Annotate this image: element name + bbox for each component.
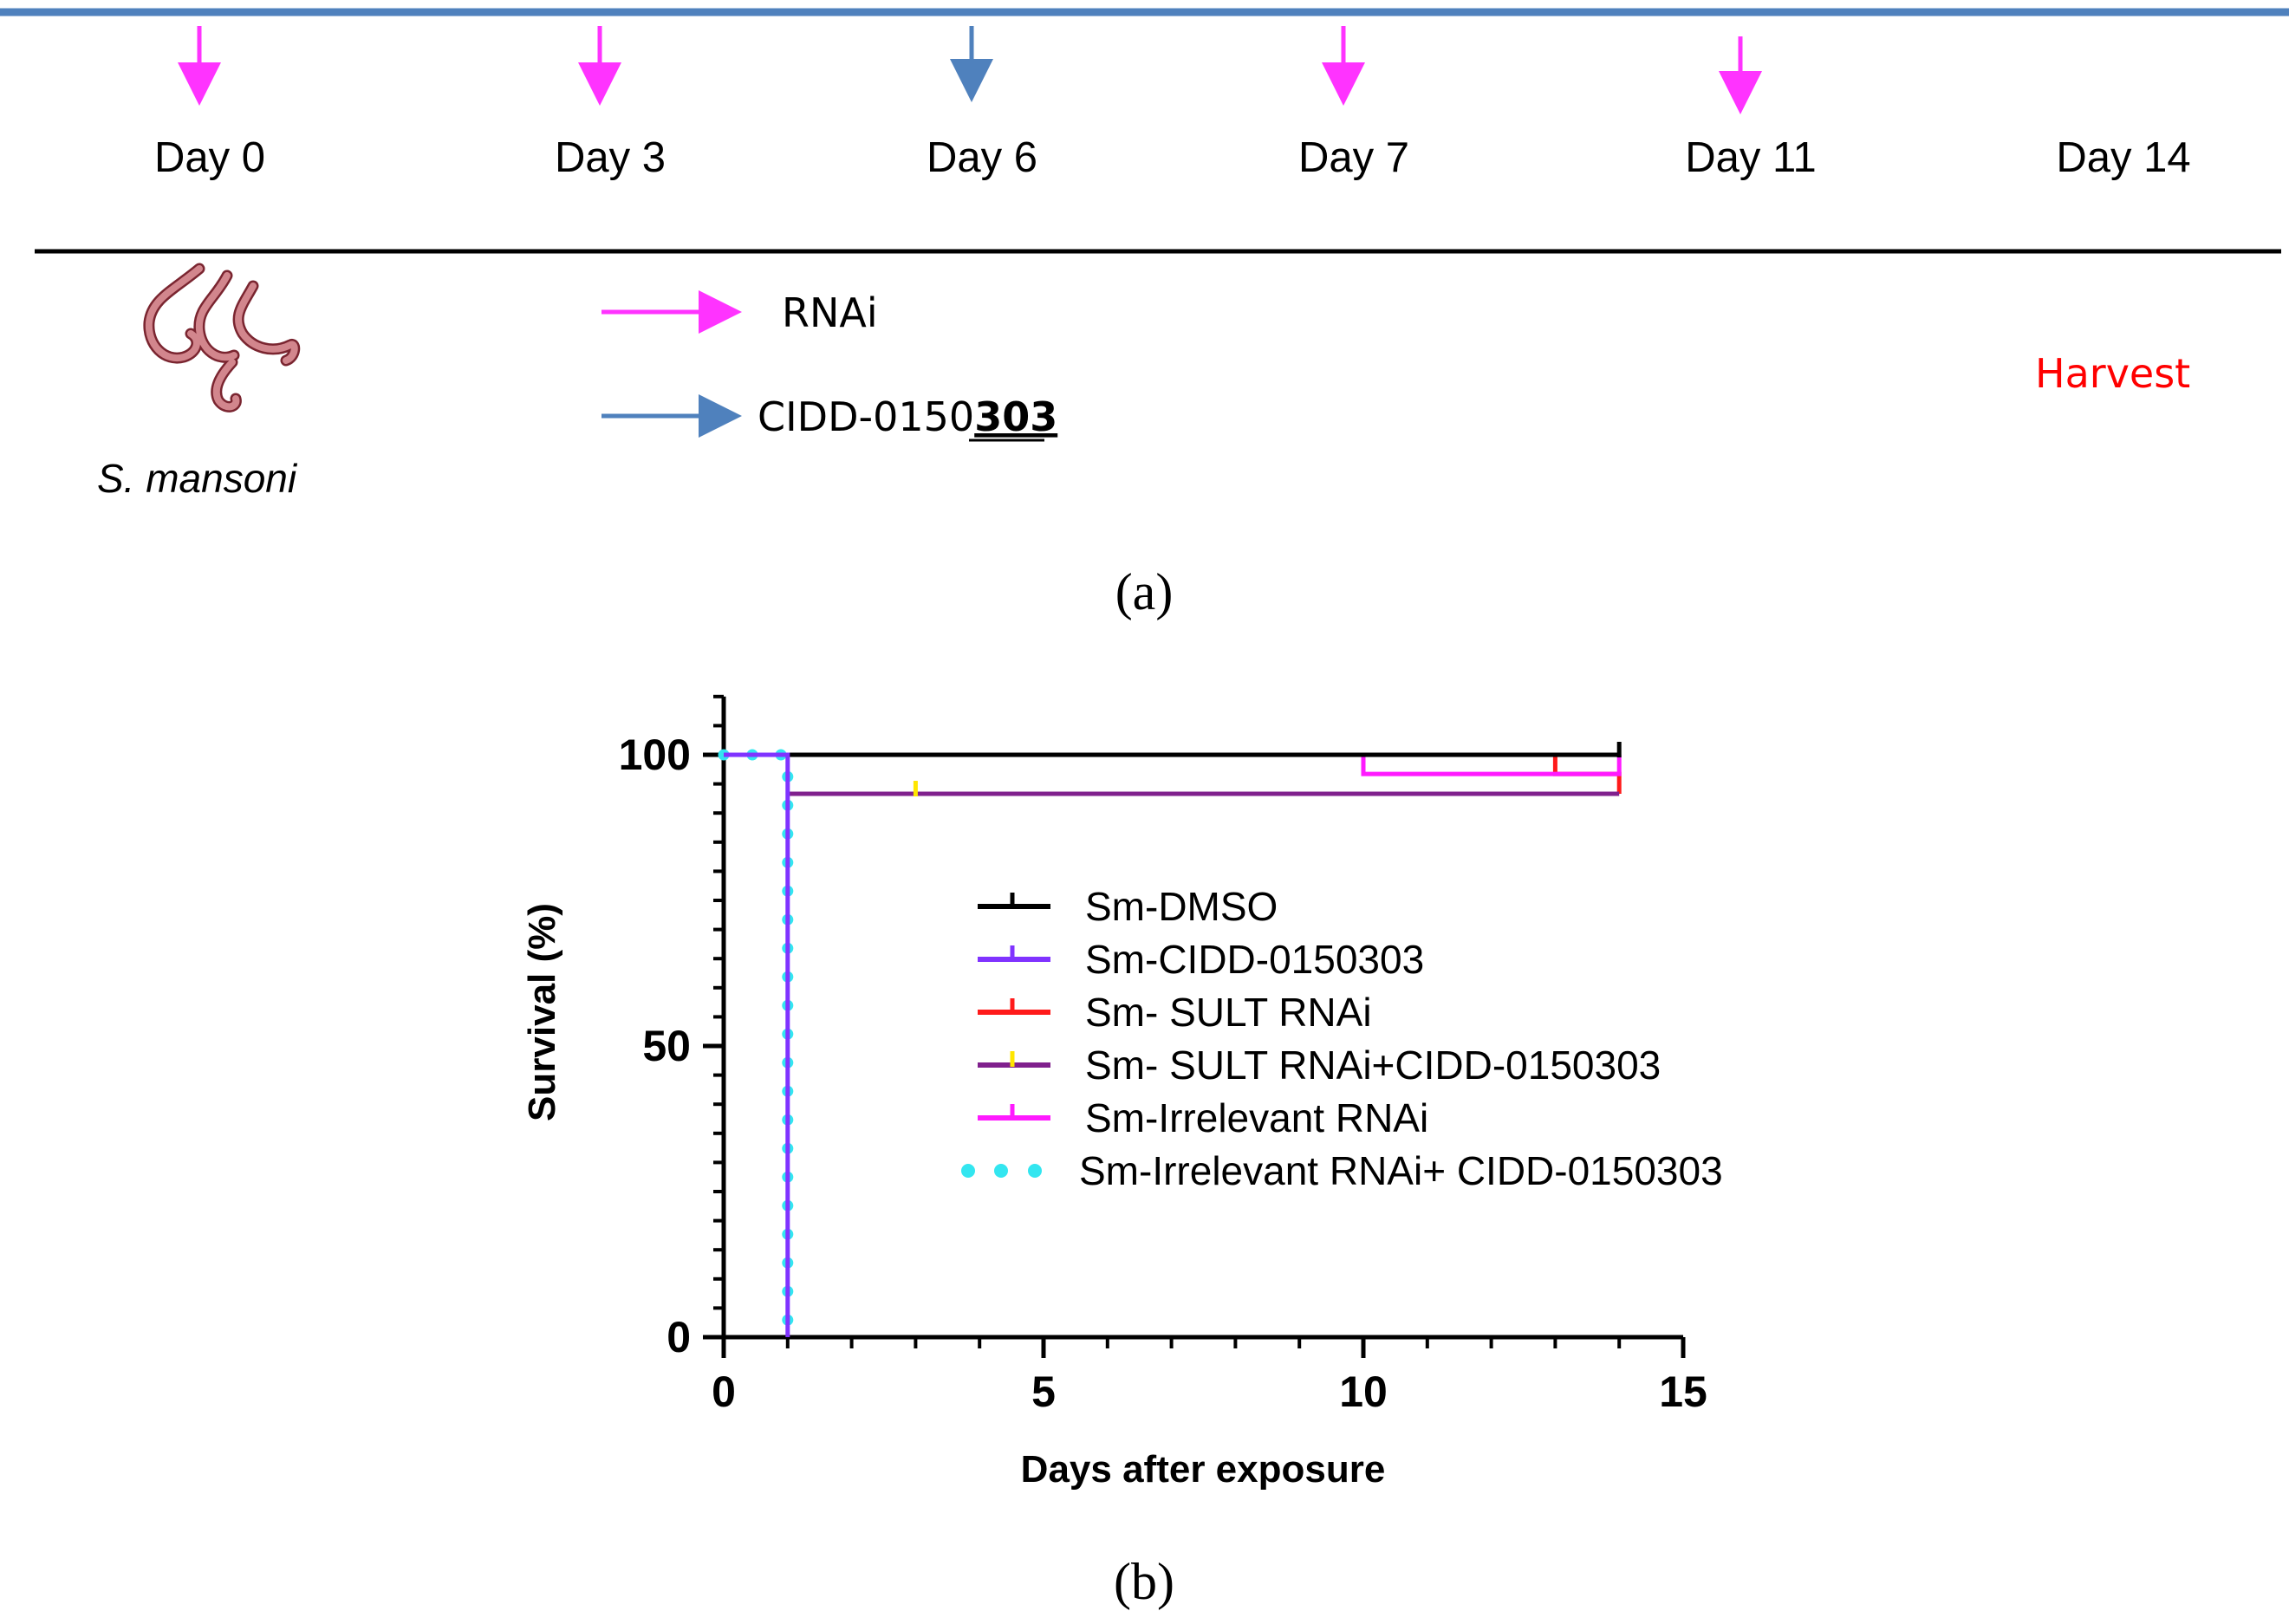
x-tick-label: 15 bbox=[1659, 1367, 1707, 1416]
legend-label: Sm- SULT RNAi+CIDD-0150303 bbox=[1085, 1043, 1661, 1088]
compound-key-label: CIDD-0150303 bbox=[758, 393, 1057, 440]
legend-swatch-dot bbox=[1028, 1164, 1042, 1178]
x-tick-label: 10 bbox=[1339, 1367, 1388, 1416]
legend-label: Sm-Irrelevant RNAi+ CIDD-0150303 bbox=[1079, 1148, 1723, 1193]
panel-b: 0 50 100 0 5 10 15 Sm-DMSO Sm-CIDD-0150303 Sm- S… bbox=[521, 694, 1723, 1610]
legend-label: Sm-CIDD-0150303 bbox=[1085, 937, 1424, 982]
harvest-label: Harvest bbox=[2035, 350, 2190, 397]
legend-label: Sm-DMSO bbox=[1085, 884, 1278, 929]
organism-label: S. mansoni bbox=[97, 456, 298, 501]
timeline-day-label: Day 6 bbox=[927, 134, 1037, 181]
schistosome-worms-icon bbox=[143, 263, 301, 412]
legend-swatch-dot bbox=[994, 1164, 1008, 1178]
series-line bbox=[724, 752, 790, 1337]
rnai-key-label: RNAi bbox=[782, 289, 878, 336]
legend-label: Sm-Irrelevant RNAi bbox=[1085, 1095, 1428, 1140]
y-tick-label: 50 bbox=[642, 1022, 691, 1070]
series-line-irrelevant-rnai-cidd bbox=[718, 749, 794, 1343]
x-tick-label: 5 bbox=[1031, 1367, 1056, 1416]
timeline-days: Day 0 Day 3 Day 6 Day 7 Day 11 Day 14 bbox=[154, 26, 2191, 181]
legend-swatch-dot bbox=[961, 1164, 975, 1178]
timeline-day-label: Day 7 bbox=[1298, 134, 1409, 181]
chart-series bbox=[718, 742, 1622, 1343]
chart-legend: Sm-DMSO Sm-CIDD-0150303 Sm- SULT RNAi Sm- S… bbox=[961, 884, 1723, 1193]
timeline-day-label: Day 11 bbox=[1685, 134, 1817, 181]
timeline-day-label: Day 14 bbox=[2056, 134, 2190, 181]
x-axis-title: Days after exposure bbox=[1021, 1448, 1386, 1491]
panel-a-label: (a) bbox=[1115, 563, 1174, 620]
series-line bbox=[1361, 755, 1622, 776]
survival-chart: 0 50 100 0 5 10 15 Sm-DMSO Sm-CIDD-0150303 Sm- S… bbox=[619, 694, 1723, 1416]
legend-label: Sm- SULT RNAi bbox=[1085, 990, 1372, 1035]
panel-a: Day 0 Day 3 Day 6 Day 7 Day 11 Day 14 S. mans… bbox=[0, 8, 2289, 620]
compound-key-prefix: CIDD-0150 bbox=[758, 393, 974, 440]
x-tick-label: 0 bbox=[712, 1367, 736, 1416]
y-axis-title: Survival (%) bbox=[521, 903, 563, 1121]
timeline-day-label: Day 0 bbox=[154, 134, 265, 181]
y-tick-label: 0 bbox=[667, 1313, 691, 1361]
compound-key-emphasis: 303 bbox=[974, 393, 1057, 440]
panel-b-label: (b) bbox=[1114, 1553, 1174, 1610]
chart-axes: 0 50 100 0 5 10 15 bbox=[619, 694, 1707, 1416]
timeline-day-label: Day 3 bbox=[555, 134, 666, 181]
y-tick-label: 100 bbox=[619, 731, 691, 779]
